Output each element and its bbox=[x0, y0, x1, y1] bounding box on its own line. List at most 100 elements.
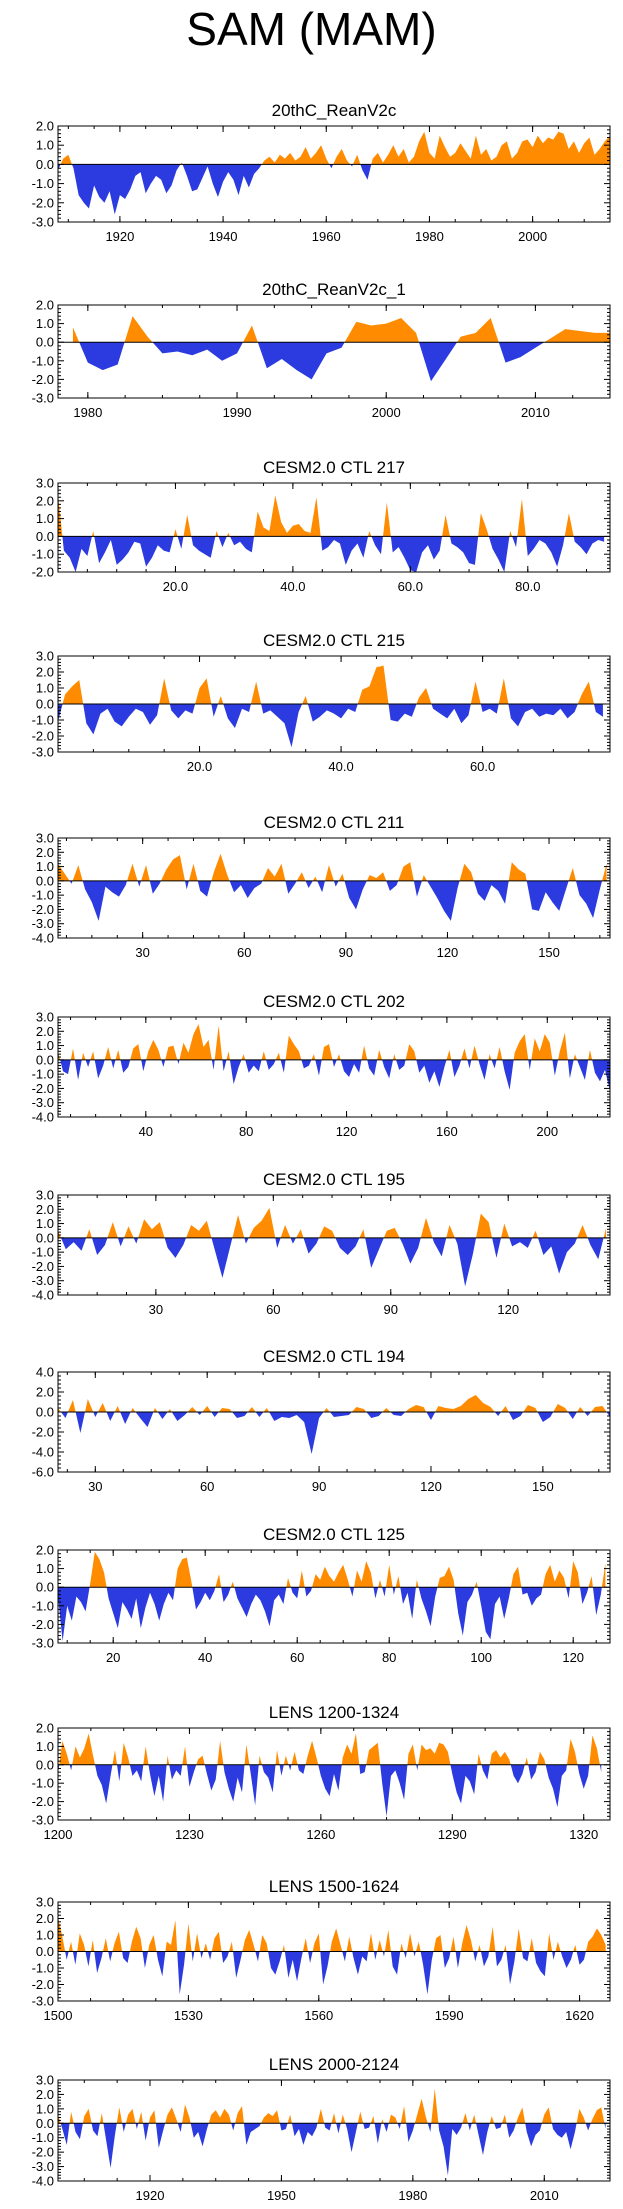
y-tick-label: -1.0 bbox=[32, 713, 54, 728]
x-tick-label: 40.0 bbox=[280, 579, 305, 594]
y-tick-label: -4.0 bbox=[32, 1110, 54, 1125]
panel-8: CESM2.0 CTL 194 4.0 2.0 0.0 -2.0 -4.0 -6.0 30 60… bbox=[32, 1347, 611, 1494]
panel-4: CESM2.0 CTL 215 3.02.01.00.0-1.0-2.0-3.0 2… bbox=[32, 631, 611, 774]
y-tick-label: -3.0 bbox=[32, 215, 54, 230]
negative-area bbox=[58, 2123, 606, 2176]
y-tick-label: -1.0 bbox=[32, 353, 54, 368]
positive-area bbox=[58, 131, 610, 165]
y-tick-label: 0.0 bbox=[36, 1944, 54, 1959]
y-tick-label: 0.0 bbox=[36, 2116, 54, 2131]
panel-title: CESM2.0 CTL 217 bbox=[263, 458, 405, 477]
y-tick-label: 0.0 bbox=[36, 157, 54, 172]
y-tick-label: -2.0 bbox=[32, 1081, 54, 1096]
negative-area bbox=[58, 1059, 610, 1092]
panel-12: LENS 2000-2124 3.02.01.00.0-1.0-2.0-3.0-4… bbox=[32, 2055, 611, 2203]
y-tick-label: -1.0 bbox=[32, 1067, 54, 1082]
x-tick-label: 80.0 bbox=[515, 579, 540, 594]
panel-5: CESM2.0 CTL 211 3.02.01.00.0-1.0-2.0-3.0-… bbox=[32, 813, 611, 960]
x-tick-label: 80 bbox=[382, 1650, 396, 1665]
positive-area bbox=[72, 316, 610, 343]
plot-frame bbox=[57, 482, 611, 573]
y-tick-label: -1.0 bbox=[32, 888, 54, 903]
positive-area bbox=[58, 1207, 607, 1238]
positive-area bbox=[58, 1916, 606, 1952]
x-tick-label: 20 bbox=[106, 1650, 120, 1665]
y-tick-label: 1.0 bbox=[36, 681, 54, 696]
panel-title: CESM2.0 CTL 202 bbox=[263, 992, 405, 1011]
plot-frame bbox=[57, 2079, 611, 2182]
y-tick-label: 0.0 bbox=[36, 697, 54, 712]
x-tick-label: 30 bbox=[88, 1479, 102, 1494]
x-tick-label: 120 bbox=[562, 1650, 584, 1665]
y-tick-label: -1.0 bbox=[32, 547, 54, 562]
y-tick-label: 1.0 bbox=[36, 2101, 54, 2116]
x-tick-label: 1260 bbox=[306, 1827, 335, 1842]
panel-title: CESM2.0 CTL 195 bbox=[263, 1170, 405, 1189]
y-tick-label: -3.0 bbox=[32, 745, 54, 760]
panel-title: CESM2.0 CTL 215 bbox=[263, 631, 405, 650]
y-tick-label: 3.0 bbox=[36, 1188, 54, 1203]
x-tick-label: 2010 bbox=[530, 2188, 559, 2203]
y-tick-label: 3.0 bbox=[36, 476, 54, 491]
x-tick-label: 150 bbox=[538, 945, 560, 960]
x-tick-label: 60 bbox=[200, 1479, 214, 1494]
panel-9: CESM2.0 CTL 125 2.0 1.0 0.0 -1.0 -2.0 -3.0 20 40… bbox=[32, 1525, 611, 1665]
panel-title: 20thC_ReanV2c bbox=[272, 101, 397, 120]
panel-title: 20thC_ReanV2c_1 bbox=[262, 280, 406, 299]
negative-area bbox=[58, 1587, 606, 1642]
y-tick-label: 1.0 bbox=[36, 511, 54, 526]
figure-title: SAM (MAM) bbox=[186, 3, 437, 55]
y-tick-label: -1.0 bbox=[32, 1776, 54, 1791]
x-tick-label: 1920 bbox=[136, 2188, 165, 2203]
x-tick-label: 90 bbox=[312, 1479, 326, 1494]
y-tick-label: 3.0 bbox=[36, 831, 54, 846]
plot-frame bbox=[57, 1194, 611, 1296]
y-tick-label: -2.0 bbox=[32, 565, 54, 580]
y-tick-label: -2.0 bbox=[32, 1977, 54, 1992]
y-tick-label: -3.0 bbox=[32, 391, 54, 406]
y-tick-label: 2.0 bbox=[36, 1024, 54, 1039]
x-tick-label: 1530 bbox=[174, 2008, 203, 2023]
x-tick-label: 90 bbox=[339, 945, 353, 960]
y-tick-label: 2.0 bbox=[36, 1202, 54, 1217]
x-tick-label: 40 bbox=[139, 1124, 153, 1139]
y-tick-label: -1.0 bbox=[32, 2130, 54, 2145]
x-tick-label: 1980 bbox=[415, 229, 444, 244]
negative-area bbox=[58, 704, 603, 748]
y-tick-label: 2.0 bbox=[36, 298, 54, 313]
x-tick-label: 60.0 bbox=[398, 579, 423, 594]
y-tick-label: -1.0 bbox=[32, 1961, 54, 1976]
y-tick-label: -2.0 bbox=[32, 729, 54, 744]
negative-area bbox=[62, 536, 605, 572]
y-tick-label: -2.0 bbox=[32, 1425, 54, 1440]
y-tick-label: 1.0 bbox=[36, 316, 54, 331]
x-tick-label: 120 bbox=[437, 945, 459, 960]
plot-frame bbox=[57, 1016, 611, 1118]
y-tick-label: 3.0 bbox=[36, 649, 54, 664]
x-tick-label: 1590 bbox=[435, 2008, 464, 2023]
panel-title: LENS 1500-1624 bbox=[269, 1877, 399, 1896]
x-tick-label: 1950 bbox=[267, 2188, 296, 2203]
plot-frame bbox=[57, 1727, 611, 1821]
positive-area bbox=[58, 1395, 610, 1412]
y-tick-label: 3.0 bbox=[36, 2073, 54, 2088]
negative-area bbox=[69, 880, 603, 921]
y-tick-label: 0.0 bbox=[36, 1230, 54, 1245]
x-tick-label: 2000 bbox=[518, 229, 547, 244]
x-tick-label: 60 bbox=[237, 945, 251, 960]
y-tick-label: 2.0 bbox=[36, 845, 54, 860]
y-tick-label: -3.0 bbox=[32, 1636, 54, 1651]
positive-area bbox=[58, 853, 607, 881]
x-tick-label: 100 bbox=[470, 1650, 492, 1665]
y-tick-label: 2.0 bbox=[36, 665, 54, 680]
x-tick-label: 60 bbox=[290, 1650, 304, 1665]
x-tick-label: 20.0 bbox=[187, 759, 212, 774]
y-tick-label: 0.0 bbox=[36, 1580, 54, 1595]
negative-area bbox=[58, 1237, 607, 1287]
plot-frame bbox=[57, 1549, 611, 1644]
x-tick-label: 1920 bbox=[105, 229, 134, 244]
y-tick-label: 0.0 bbox=[36, 873, 54, 888]
y-tick-label: 3.0 bbox=[36, 1010, 54, 1025]
x-tick-label: 1500 bbox=[44, 2008, 73, 2023]
x-tick-label: 40.0 bbox=[328, 759, 353, 774]
